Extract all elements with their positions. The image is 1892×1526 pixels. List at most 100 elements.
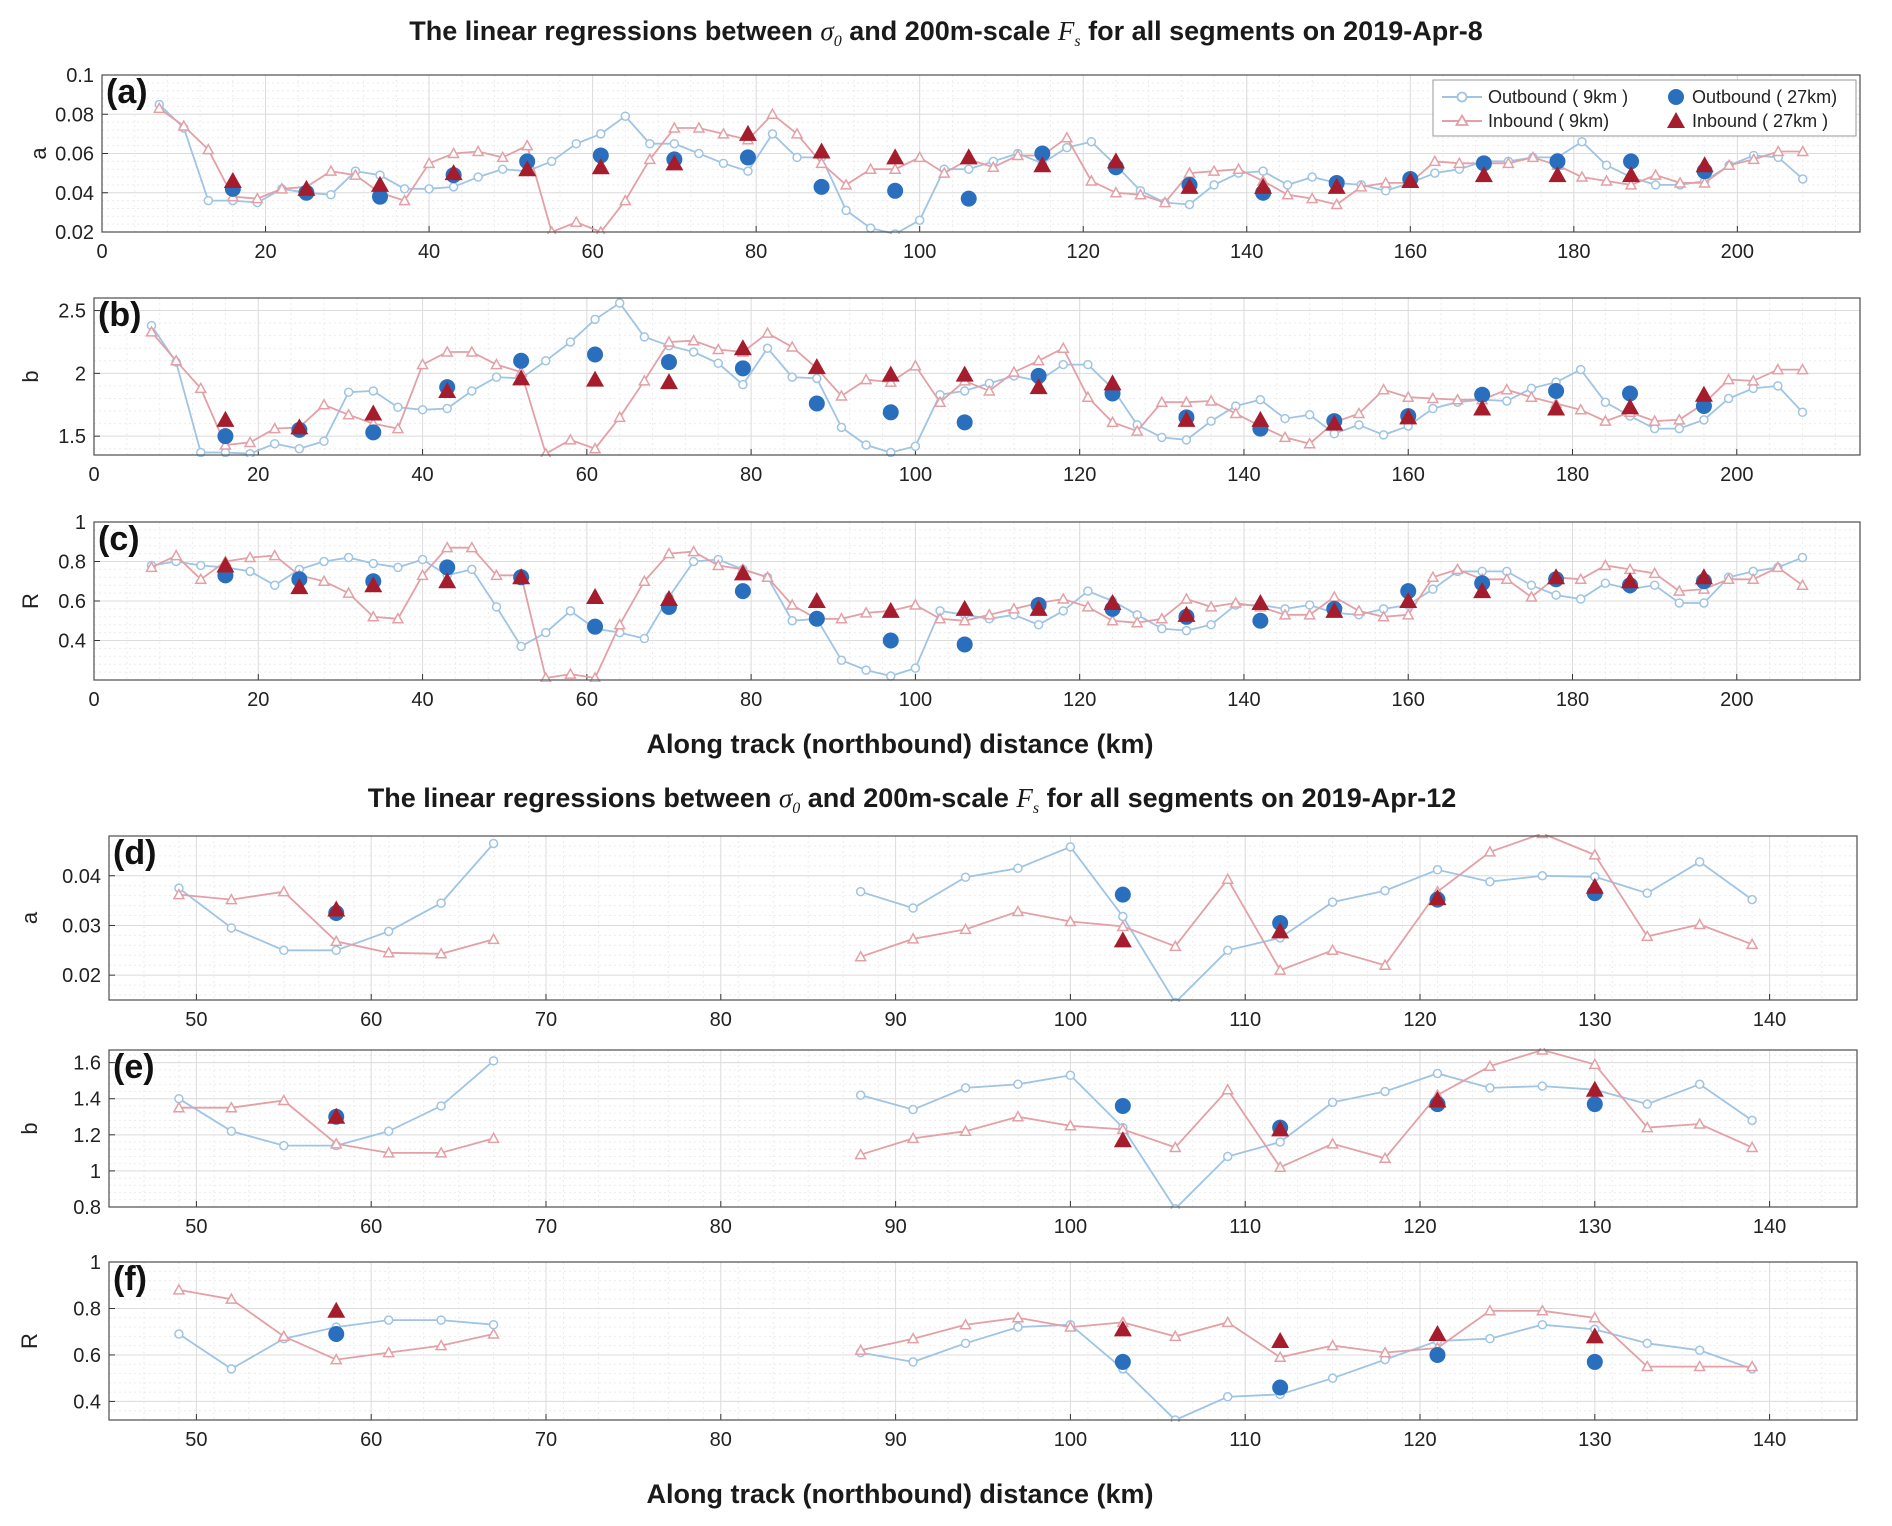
- panel-b-inbound-9km-point: [1722, 373, 1735, 385]
- panel-e-xtick-label: 130: [1578, 1216, 1611, 1238]
- panel-b-inbound-27km-point: [1694, 385, 1713, 402]
- panel-f-inbound-9km-point: [1011, 1311, 1025, 1323]
- panel-c-label: (c): [98, 520, 140, 558]
- panel-b-inbound-27km-point: [438, 381, 457, 398]
- panel-c-inbound-9km-point: [1525, 590, 1538, 602]
- panel-b-outbound-9km-point: [1083, 359, 1093, 370]
- legend-inbound-27km-label: Inbound ( 27km ): [1692, 111, 1828, 131]
- panel-a-xtick-label: 100: [903, 241, 936, 263]
- panel-a-inbound-9km-point: [1379, 176, 1393, 188]
- panel-f-outbound-9km-point: [1537, 1319, 1548, 1330]
- panel-b-inbound-9km-point: [662, 335, 676, 347]
- panel-a-inbound-9km-point: [1232, 162, 1245, 174]
- panel-b-xtick-label: 0: [88, 464, 99, 486]
- panel-c-xtick-label: 40: [411, 689, 433, 711]
- panel-b-inbound-9km-point: [391, 422, 405, 434]
- panel-c-xtick-label: 60: [576, 689, 598, 711]
- panel-c-outbound-9km-point: [1600, 578, 1611, 588]
- panel-a-outbound-27km-point: [813, 178, 830, 195]
- panel-c-outbound-9km-point: [1083, 586, 1093, 596]
- panel-c-inbound-9km-point: [1106, 614, 1119, 626]
- panel-f-outbound-27km-point: [1586, 1353, 1603, 1370]
- panel-e-inbound-9km-point: [1378, 1151, 1392, 1164]
- panel-a-inbound-9km-point: [888, 162, 902, 174]
- panel-c-outbound-9km-point: [343, 552, 354, 563]
- panel-c-inbound-9km-point: [1771, 560, 1785, 573]
- panel-c-inbound-9km-point: [859, 606, 873, 618]
- panel-c-inbound-9km-point: [1155, 612, 1169, 624]
- panel-e-inbound-9km-point: [329, 1137, 343, 1149]
- panel-a-outbound-9km-point: [1798, 174, 1808, 184]
- panel-a-outbound-9km-point: [326, 189, 336, 200]
- panel-c-inbound-9km-point: [1377, 610, 1390, 622]
- panel-c-outbound-9km-point: [245, 566, 255, 577]
- panel-c-outbound-9km-point: [886, 671, 896, 681]
- panel-b-inbound-9km-point: [761, 326, 774, 338]
- panel-a-outbound-9km-point: [620, 111, 631, 121]
- panel-d-inbound-27km-point: [1428, 889, 1447, 906]
- panel-b-inbound-9km-point: [835, 389, 848, 401]
- panel-c-inbound-9km-point: [785, 598, 799, 610]
- panel-d-inbound-9km-point: [1064, 914, 1077, 927]
- panel-d-outbound-9km-point: [436, 898, 446, 908]
- panel-c-inbound-9km-point: [638, 574, 651, 586]
- panel-d: 50 60 70 80 90 100 110 120 130 140 0.02 0.03 0.04 a (d…: [17, 834, 1858, 1031]
- panel-b-outbound-27km-point: [660, 354, 677, 371]
- panel-c-outbound-9km-point: [1206, 619, 1216, 630]
- panel-c-inbound-27km-point: [659, 590, 678, 607]
- panel-c-outbound-9km-point: [688, 556, 699, 567]
- panel-c-outbound-9km-point: [1699, 598, 1709, 608]
- panel-b-inbound-27km-point: [1029, 378, 1048, 395]
- panel-d-outbound-9km-point: [855, 886, 866, 897]
- panel-c-inbound-9km-point: [687, 545, 700, 557]
- panel-c-outbound-9km-point: [1526, 580, 1537, 590]
- panel-f-inbound-9km-point: [959, 1318, 972, 1330]
- panel-d-xtick-label: 110: [1229, 1009, 1261, 1031]
- panel-b-ytick-label: 2: [75, 363, 86, 385]
- panel-d-outbound-9km-point: [488, 838, 499, 849]
- panel-b-inbound-9km-point: [638, 374, 651, 386]
- panel-f-outbound-9km-point: [1694, 1345, 1705, 1356]
- panel-c-inbound-27km-point: [1694, 568, 1713, 585]
- panel-b-outbound-9km-point: [1773, 381, 1783, 391]
- panel-b-outbound-9km-point: [1255, 394, 1266, 405]
- panel-a-outbound-9km-point: [743, 166, 753, 176]
- panel-d-xtick-label: 120: [1403, 1009, 1436, 1031]
- panel-f-inbound-27km-point: [1585, 1327, 1604, 1344]
- panel-f-outbound-9km-point: [1013, 1322, 1023, 1332]
- panel-b-inbound-27km-point: [290, 418, 309, 435]
- panel-d-outbound-9km-line: [860, 845, 1753, 1002]
- panel-d-outbound-27km-point: [1114, 886, 1131, 903]
- panel-f-inbound-9km-point: [1273, 1350, 1287, 1363]
- panel-a-outbound-9km-point: [424, 184, 434, 194]
- panel-c-inbound-9km-point: [1722, 572, 1735, 585]
- panel-b-inbound-9km-point: [1401, 390, 1415, 402]
- panel-a-ytick-label: 0.02: [55, 222, 94, 244]
- panel-c-xtick-label: 160: [1392, 689, 1425, 711]
- panel-a-inbound-9km-point: [986, 160, 1000, 172]
- panel-a-inbound-9km-point: [1207, 164, 1221, 176]
- panel-f-outbound-9km-point: [908, 1357, 918, 1367]
- panel-a-inbound-27km-point: [1106, 152, 1125, 169]
- panel-b-inbound-9km-point: [1377, 383, 1390, 395]
- panel-c-outbound-9km-point: [319, 556, 329, 567]
- panel-c-xtick-label: 100: [899, 689, 932, 711]
- panel-c-inbound-27km-point: [1251, 593, 1270, 610]
- panel-d-inbound-9km-point: [1693, 917, 1706, 930]
- panel-d-inbound-9km-point: [959, 922, 972, 935]
- panel-d-inbound-9km-point: [854, 950, 867, 962]
- panel-e-inbound-9km-point: [434, 1146, 448, 1158]
- panel-a-inbound-9km-point: [937, 166, 951, 178]
- panel-a-inbound-27km-point: [738, 124, 757, 141]
- panel-a-inbound-9km-point: [324, 164, 338, 176]
- panel-a-outbound-27km-point: [1475, 155, 1492, 172]
- legend-inbound-27km: Inbound ( 27km ): [1667, 111, 1828, 131]
- panel-e-outbound-9km-point: [1327, 1097, 1338, 1108]
- panel-a-inbound-27km-point: [1548, 166, 1567, 183]
- panel-a-outbound-9km-point: [914, 215, 925, 225]
- panel-c-outbound-9km-point: [269, 580, 280, 590]
- panel-e-outbound-9km-point: [855, 1090, 866, 1100]
- panel-b-inbound-9km-point: [169, 354, 183, 366]
- panel-b-inbound-9km-point: [1056, 341, 1070, 353]
- panel-c-outbound-9km-point: [417, 554, 428, 565]
